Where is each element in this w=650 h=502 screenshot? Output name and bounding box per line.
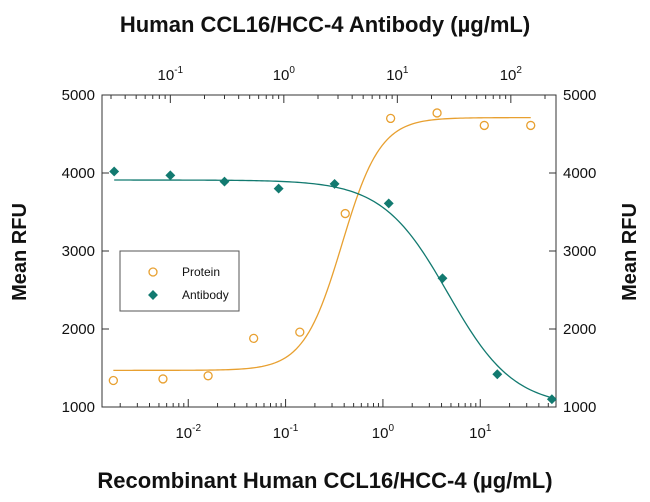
point-antibody	[273, 183, 284, 194]
point-protein	[158, 374, 168, 384]
data-points	[108, 108, 557, 405]
point-protein	[385, 113, 396, 124]
x-bottom-tick-label: 101	[469, 423, 492, 442]
x-top-tick-exponent: -1	[174, 65, 183, 76]
x-top-tick-base: 10	[158, 67, 175, 84]
point-protein	[432, 108, 442, 118]
x-top-tick-exponent: 1	[403, 65, 409, 76]
point-antibody	[329, 178, 340, 189]
y-tick-label-left: 1000	[62, 399, 95, 416]
left-y-axis-label: Mean RFU	[9, 203, 31, 301]
y-tick-label-left: 5000	[62, 87, 95, 104]
point-antibody	[219, 176, 230, 187]
bottom-axis-title: Recombinant Human CCL16/HCC-4 (µg/mL)	[97, 468, 552, 493]
legend-protein-marker	[148, 267, 158, 277]
point-protein	[479, 120, 489, 131]
x-bottom-tick-exponent: 0	[388, 423, 394, 434]
x-top-tick-base: 10	[500, 67, 517, 84]
y-tick-label-left: 2000	[62, 321, 95, 338]
point-antibody	[492, 369, 503, 380]
x-top-tick-label: 101	[386, 65, 409, 84]
y-tick-label-right: 4000	[563, 165, 596, 182]
legend-protein-label: Protein	[182, 265, 220, 279]
y-tick-label-left: 4000	[62, 165, 95, 182]
x-bottom-tick-label: 10-1	[273, 423, 299, 442]
y-tick-label-right: 2000	[563, 321, 596, 338]
point-protein	[340, 208, 350, 219]
y-tick-label-right: 3000	[563, 243, 596, 260]
x-bottom-tick-label: 10-2	[175, 423, 201, 442]
point-antibody	[546, 394, 557, 405]
point-antibody	[109, 166, 120, 177]
x-top-tick-base: 10	[386, 67, 403, 84]
x-top-tick-label: 10-1	[158, 65, 184, 84]
point-antibody	[165, 170, 176, 181]
x-bottom-tick-exponent: -1	[289, 423, 298, 434]
point-protein	[203, 371, 213, 381]
y-tick-label-right: 1000	[563, 399, 596, 416]
y-tick-label-left: 3000	[62, 243, 95, 260]
x-bottom-tick-label: 100	[372, 423, 395, 442]
point-protein	[295, 327, 305, 337]
legend: Protein Antibody	[119, 250, 240, 312]
x-top-tick-base: 10	[273, 67, 290, 84]
legend-antibody-marker	[148, 290, 158, 300]
top-axis-title: Human CCL16/HCC-4 Antibody (µg/mL)	[120, 12, 530, 37]
x-top-tick-label: 100	[273, 65, 296, 84]
x-bottom-tick-exponent: -2	[192, 423, 201, 434]
fit-curve-protein	[113, 116, 531, 371]
legend-antibody-label: Antibody	[182, 288, 229, 302]
x-bottom-tick-exponent: 1	[486, 423, 492, 434]
legend-box	[119, 250, 240, 312]
point-antibody	[383, 198, 394, 209]
x-bottom-tick-base: 10	[469, 425, 486, 442]
point-protein	[249, 333, 259, 344]
x-top-tick-exponent: 2	[516, 65, 522, 76]
point-protein	[526, 120, 536, 131]
x-bottom-tick-base: 10	[175, 425, 192, 442]
point-protein	[108, 375, 118, 386]
x-top-tick-label: 102	[500, 65, 523, 84]
x-top-tick-exponent: 0	[289, 65, 295, 76]
x-bottom-tick-base: 10	[372, 425, 389, 442]
point-antibody	[437, 273, 448, 284]
right-y-axis-label: Mean RFU	[619, 203, 641, 301]
y-tick-label-right: 5000	[563, 87, 596, 104]
x-bottom-tick-base: 10	[273, 425, 290, 442]
